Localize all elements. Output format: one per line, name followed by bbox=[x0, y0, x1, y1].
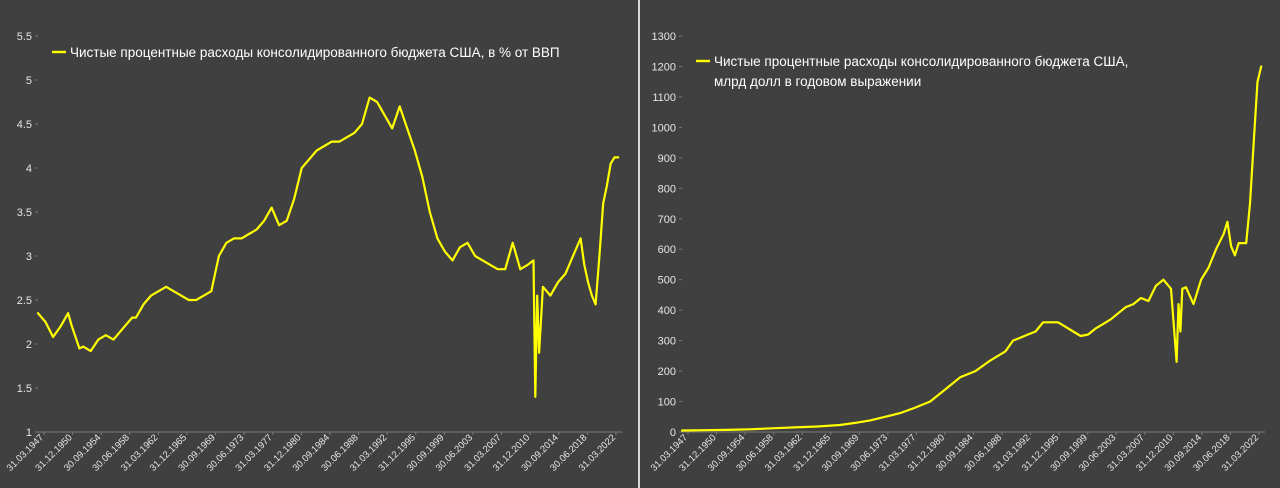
y-tick-label: 5 bbox=[26, 75, 32, 87]
y-tick-label: 1 bbox=[26, 427, 32, 439]
y-tick-label: 3.5 bbox=[17, 207, 32, 219]
y-tick-label: 700 bbox=[658, 214, 676, 226]
y-tick-label: 1300 bbox=[652, 31, 676, 43]
y-tick-label: 500 bbox=[658, 275, 676, 287]
chart-left: 11.522.533.544.555.531.03.194731.12.1950… bbox=[5, 31, 622, 474]
series-line-left bbox=[36, 96, 620, 398]
legend-label: Чистые процентные расходы консолидирован… bbox=[714, 54, 1128, 69]
y-tick-label: 1200 bbox=[652, 61, 676, 73]
y-tick-label: 100 bbox=[658, 397, 676, 409]
series-line-right bbox=[680, 65, 1263, 432]
y-tick-label: 1100 bbox=[652, 92, 676, 104]
axes-left: 11.522.533.544.555.531.03.194731.12.1950… bbox=[5, 31, 622, 474]
series-right bbox=[680, 65, 1263, 432]
legend-right: Чистые процентные расходы консолидирован… bbox=[696, 54, 1128, 89]
y-tick-label: 600 bbox=[658, 244, 676, 256]
legend-label: млрд долл в годовом выражении bbox=[714, 74, 921, 89]
y-tick-label: 900 bbox=[658, 153, 676, 165]
y-tick-label: 4 bbox=[26, 163, 32, 175]
y-tick-label: 200 bbox=[658, 366, 676, 378]
y-tick-label: 5.5 bbox=[17, 31, 32, 43]
y-tick-label: 400 bbox=[658, 305, 676, 317]
y-tick-label: 800 bbox=[658, 183, 676, 195]
y-tick-label: 1000 bbox=[652, 122, 676, 134]
y-tick-label: 0 bbox=[670, 427, 676, 439]
y-tick-label: 2 bbox=[26, 339, 32, 351]
legend-label: Чистые процентные расходы консолидирован… bbox=[70, 45, 560, 60]
axes-right: 0 100 200 300 400 500 600 700 800 900 1000 1100 1200… bbox=[649, 31, 1265, 474]
y-tick-label: 3 bbox=[26, 251, 32, 263]
series-left bbox=[36, 96, 620, 398]
chart-right: 0 100 200 300 400 500 600 700 800 900 1000 1100 1200… bbox=[649, 31, 1265, 474]
panel-divider bbox=[638, 0, 640, 488]
y-tick-label: 300 bbox=[658, 336, 676, 348]
y-tick-label: 2.5 bbox=[17, 295, 32, 307]
legend-left: Чистые процентные расходы консолидирован… bbox=[52, 45, 560, 60]
y-tick-label: 4.5 bbox=[17, 119, 32, 131]
y-tick-label: 1.5 bbox=[17, 383, 32, 395]
